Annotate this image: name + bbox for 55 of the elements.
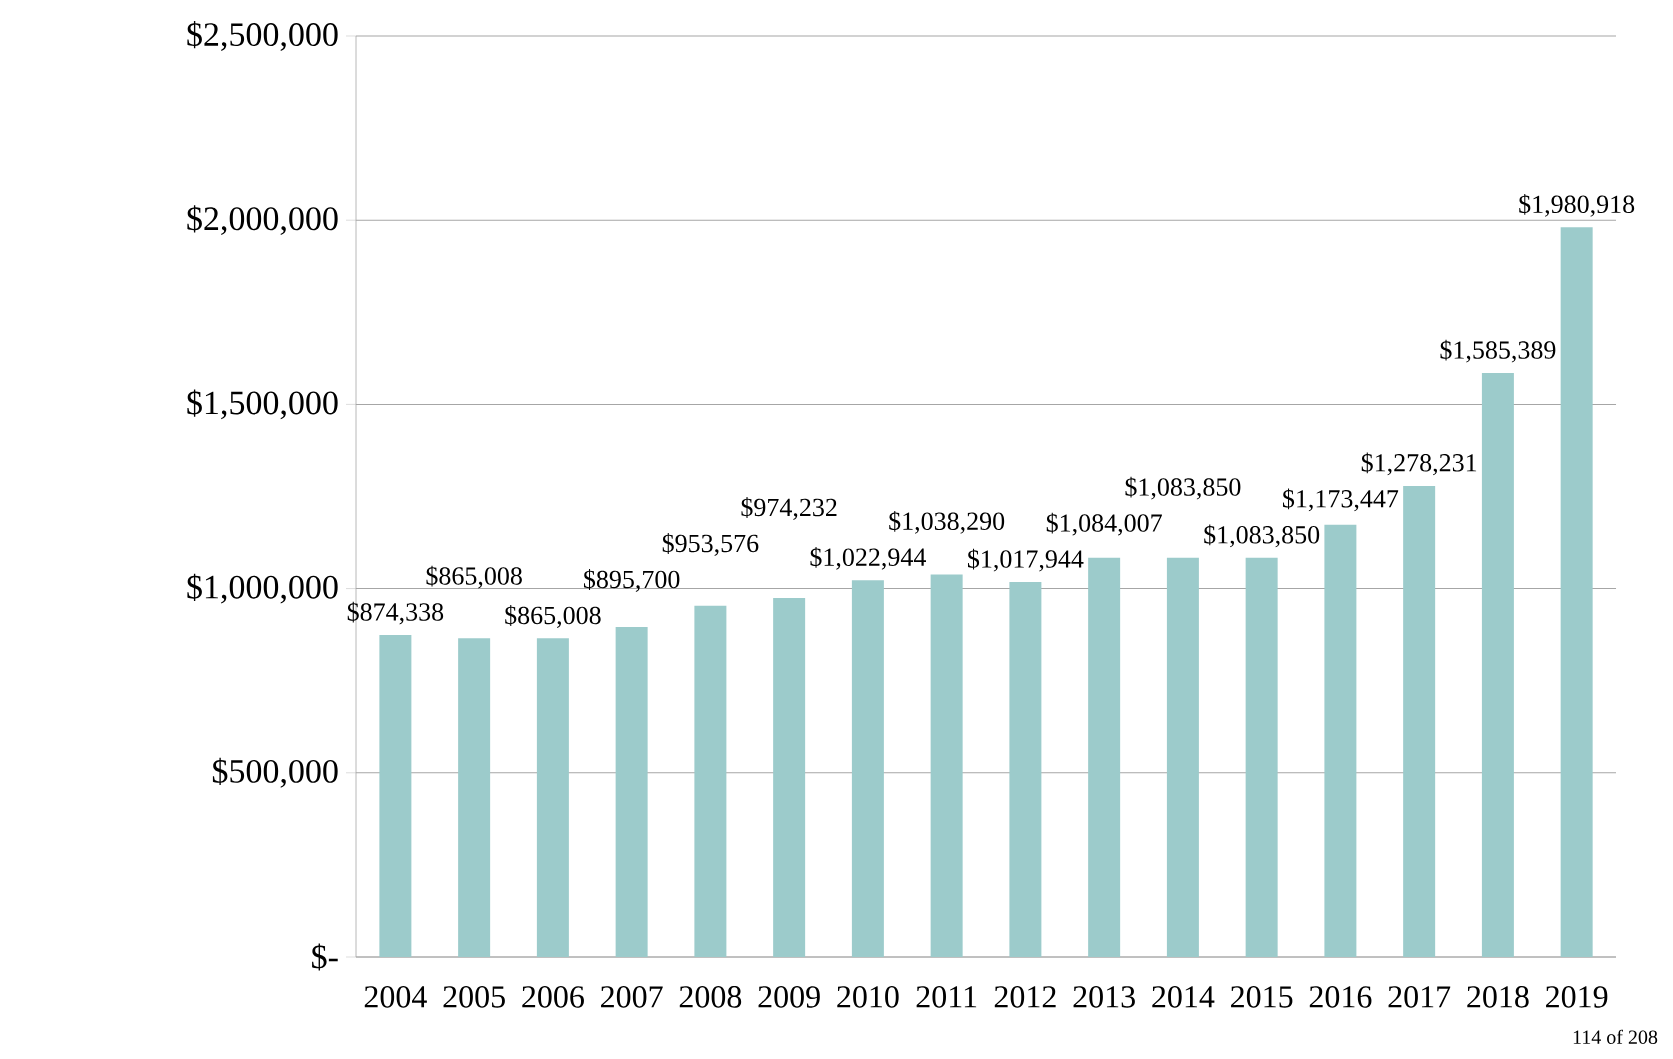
bar — [379, 634, 412, 957]
data-label: $895,700 — [584, 569, 680, 592]
x-tick-label: 2016 — [1309, 986, 1372, 1008]
x-tick-label: 2018 — [1467, 986, 1529, 1008]
data-label: $1,980,918 — [1519, 194, 1635, 217]
x-tick-label: 2013 — [1073, 986, 1135, 1008]
bar — [851, 580, 884, 957]
x-tick-label: 2011 — [916, 986, 977, 1008]
bar — [1403, 486, 1436, 957]
text: 114 of 208 — [1573, 1029, 1658, 1044]
x-tick-label: 2017 — [1388, 986, 1451, 1008]
data-label: $974,232 — [741, 497, 837, 520]
data-label: $1,083,850 — [1125, 476, 1241, 500]
data-label: $1,083,850 — [1204, 524, 1320, 548]
x-tick-label: 2019 — [1546, 986, 1608, 1008]
x-tick-label: 2007 — [601, 986, 663, 1008]
bar — [1088, 557, 1121, 957]
bar — [930, 574, 963, 957]
y-tick-label: $500,000 — [212, 757, 338, 788]
data-label: $1,084,007 — [1046, 512, 1162, 536]
data-label: $1,022,944 — [810, 546, 926, 570]
x-tick-label: 2005 — [443, 986, 505, 1008]
x-tick-label: 2015 — [1231, 986, 1293, 1008]
data-label: $1,278,231 — [1361, 452, 1477, 476]
x-tick-label: 2012 — [994, 986, 1056, 1008]
y-tick-label: $1,000,000 — [187, 573, 338, 604]
bar — [1166, 557, 1199, 957]
bar — [1009, 581, 1042, 957]
data-label: $865,008 — [426, 565, 522, 589]
data-label: $874,338 — [347, 601, 444, 625]
x-tick-label: 2009 — [758, 986, 820, 1008]
bar — [1245, 557, 1278, 957]
y-tick-label: $- — [312, 943, 338, 971]
x-tick-label: 2010 — [837, 986, 899, 1008]
bar — [1560, 227, 1593, 957]
data-label: $1,585,389 — [1440, 339, 1556, 363]
data-label: $1,038,290 — [889, 510, 1005, 534]
x-tick-label: 2014 — [1152, 986, 1215, 1008]
bar — [458, 638, 491, 957]
bar — [536, 638, 569, 957]
y-tick-label: $1,500,000 — [187, 389, 338, 420]
data-label: $1,173,447 — [1283, 488, 1399, 512]
y-tick-label: $2,000,000 — [187, 205, 338, 236]
bar — [615, 627, 648, 957]
x-tick-label: 2008 — [679, 986, 742, 1008]
bar — [1324, 524, 1357, 957]
bar — [694, 605, 727, 957]
bar — [1481, 372, 1514, 957]
data-label: $865,008 — [505, 605, 601, 628]
x-tick-label: 2006 — [522, 986, 584, 1008]
x-tick-label: 2004 — [364, 986, 427, 1008]
y-tick-label: $2,500,000 — [187, 21, 338, 51]
data-label: $953,576 — [662, 533, 759, 556]
bar — [773, 598, 806, 957]
data-label: $1,017,944 — [968, 548, 1084, 572]
